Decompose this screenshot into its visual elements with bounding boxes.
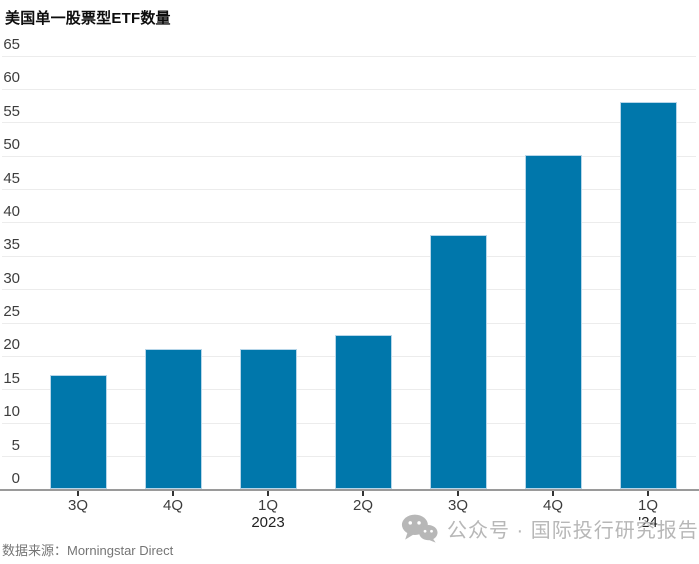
bar-4Q-1 — [144, 348, 202, 489]
x-axis-year-label-2: 2023 — [251, 514, 285, 531]
x-axis-label-2: 1Q — [257, 497, 278, 514]
source-note: 数据来源：Morningstar Direct — [2, 543, 174, 558]
x-axis-label-4: 3Q — [447, 497, 468, 514]
y-axis-label-50: 50 — [3, 136, 20, 154]
x-axis-tick-3 — [362, 491, 364, 496]
gridline-35 — [2, 255, 696, 257]
gridline-50 — [2, 155, 696, 157]
bar-1Q-2 — [239, 348, 297, 489]
y-axis-label-10: 10 — [3, 403, 20, 421]
x-axis-year-label-6: '24 — [638, 514, 658, 531]
gridline-45 — [2, 189, 696, 191]
x-axis-tick-0 — [77, 491, 79, 496]
y-axis-label-20: 20 — [3, 336, 20, 354]
y-axis-label-45: 45 — [3, 169, 20, 187]
x-axis-label-5: 4Q — [542, 497, 563, 514]
x-axis-tick-5 — [552, 491, 554, 496]
wechat-icon — [401, 514, 438, 543]
y-axis-label-5: 5 — [11, 436, 20, 454]
x-axis-label-1: 4Q — [162, 497, 183, 514]
watermark: 公众号 · 国际投行研究报告 — [401, 513, 699, 543]
y-axis-label-60: 60 — [3, 69, 20, 87]
bar-3Q-4 — [429, 235, 487, 489]
x-axis-label-0: 3Q — [67, 497, 88, 514]
watermark-text: 公众号 · 国际投行研究报告 — [447, 519, 699, 542]
x-axis-label-3: 2Q — [352, 497, 373, 514]
gridline-55 — [2, 122, 696, 124]
gridline-25 — [2, 322, 696, 324]
chart-title: 美国单一股票型ETF数量 — [5, 10, 171, 27]
y-axis-label-35: 35 — [3, 236, 20, 254]
bar-1Q-6 — [619, 101, 677, 489]
bar-4Q-5 — [524, 155, 582, 489]
y-axis-label-65: 65 — [3, 36, 20, 53]
gridline-60 — [2, 88, 696, 90]
x-axis-tick-4 — [457, 491, 459, 496]
x-axis-tick-6 — [647, 491, 649, 496]
y-axis-label-15: 15 — [3, 369, 20, 387]
x-axis-label-6: 1Q — [637, 497, 658, 514]
y-axis-label-55: 55 — [3, 102, 20, 120]
x-axis-line — [0, 489, 699, 491]
x-axis-tick-2 — [267, 491, 269, 496]
gridline-40 — [2, 222, 696, 224]
bar-3Q-0 — [49, 375, 107, 489]
gridline-30 — [2, 289, 696, 291]
x-axis-tick-1 — [172, 491, 174, 496]
y-axis-label-0: 0 — [11, 470, 20, 487]
y-axis-label-25: 25 — [3, 303, 20, 321]
y-axis-label-40: 40 — [3, 202, 20, 220]
y-axis-label-30: 30 — [3, 269, 20, 287]
gridline-65 — [2, 55, 696, 57]
bar-2Q-3 — [334, 335, 392, 489]
